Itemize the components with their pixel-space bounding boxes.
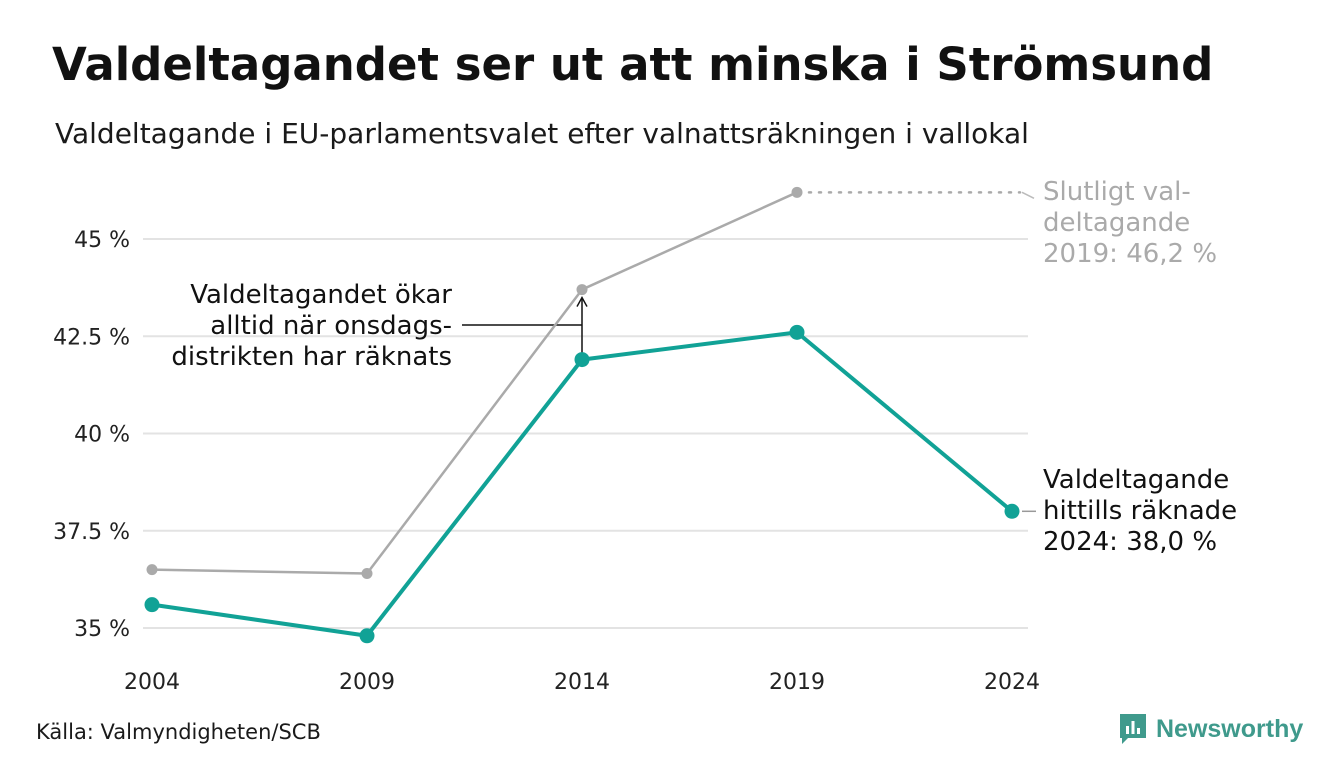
final-turnout-label-line: deltagande <box>1043 208 1190 238</box>
grid-lines <box>143 238 1028 629</box>
x-tick-label: 2024 <box>984 670 1040 695</box>
chart-title: Valdeltagandet ser ut att minska i Ström… <box>52 38 1214 91</box>
data-point-final <box>146 564 158 576</box>
x-tick-label: 2009 <box>339 670 395 695</box>
final-turnout-label-line: Slutligt val- <box>1043 177 1191 207</box>
chart-subtitle: Valdeltagande i EU-parlamentsvalet efter… <box>55 117 1029 150</box>
data-point-counted <box>1004 503 1020 519</box>
counted-turnout-label-line: Valdeltagande <box>1043 465 1229 495</box>
data-point-final <box>791 186 803 198</box>
series-line-counted <box>151 330 1014 638</box>
y-tick-label: 40 % <box>74 423 130 448</box>
final-label-tick <box>1021 191 1035 199</box>
gap-arrow-head <box>576 296 588 307</box>
counted-turnout-label-line: 2024: 38,0 % <box>1043 527 1217 557</box>
series-layer <box>144 186 1020 644</box>
gap-explanation-label-line: distrikten har räknats <box>171 342 452 372</box>
y-tick-label: 37.5 % <box>53 520 130 545</box>
counted-turnout-label-line: hittills räknade <box>1043 496 1237 526</box>
y-tick-label: 42.5 % <box>53 325 130 350</box>
data-point-final <box>576 284 588 296</box>
y-axis: 35 % 37.5 % 40 % 42.5 % 45 % <box>53 228 130 642</box>
newsworthy-icon <box>1120 714 1146 744</box>
y-tick-label: 45 % <box>74 228 130 253</box>
gap-explanation-label-line: Valdeltagandet ökar <box>190 280 452 310</box>
y-tick-label: 35 % <box>74 617 130 642</box>
brand-logo: Newsworthy <box>1118 712 1303 746</box>
annotation-labels: Slutligt val-deltagande 2019: 46,2 % Valde… <box>171 177 1237 557</box>
brand-name: Newsworthy <box>1156 714 1304 743</box>
gap-explanation-label: Valdeltagandet ökar alltid när onsdags-di… <box>171 280 452 372</box>
data-point-final <box>361 568 373 580</box>
x-tick-label: 2014 <box>554 670 610 695</box>
x-axis: 2004 2009 2014 2019 2024 <box>124 670 1040 695</box>
annotation-connectors <box>462 191 1036 513</box>
final-turnout-label-line: 2019: 46,2 % <box>1043 239 1217 269</box>
x-tick-label: 2004 <box>124 670 180 695</box>
data-point-counted <box>574 352 590 368</box>
series-line-final <box>151 191 798 575</box>
data-point-counted <box>359 628 375 644</box>
data-point-counted <box>144 597 160 613</box>
source-note: Källa: Valmyndigheten/SCB <box>36 720 321 744</box>
final-turnout-label: Slutligt val-deltagande 2019: 46,2 % <box>1043 177 1217 269</box>
x-tick-label: 2019 <box>769 670 825 695</box>
data-point-counted <box>789 324 805 340</box>
gap-explanation-label-line: alltid när onsdags- <box>210 311 452 341</box>
counted-turnout-label: Valdeltagande hittills räknade 2024: 38,0 … <box>1043 465 1237 557</box>
